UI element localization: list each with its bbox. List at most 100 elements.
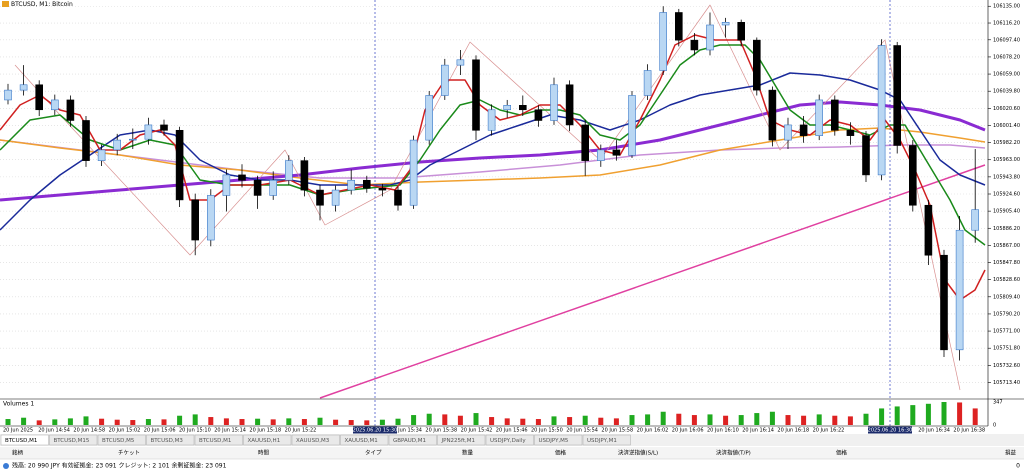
column-header[interactable]: 損益 <box>1005 449 1017 457</box>
chart-tab[interactable] <box>437 434 486 446</box>
chart-tab-label[interactable]: XAUUSD,M1 <box>345 438 378 444</box>
volume-bar <box>52 419 58 425</box>
chart-tab-label[interactable]: GBPAUD,M1 <box>393 438 426 444</box>
separator-label-box <box>353 426 397 434</box>
chart-tab-label[interactable]: BTCUSD,M5 <box>102 438 135 444</box>
column-header[interactable]: 時間 <box>258 449 270 457</box>
volume-bar <box>707 414 713 425</box>
y-tick-label: 105790.20 <box>993 311 1020 317</box>
volume-bar <box>317 417 323 425</box>
candle-body <box>534 109 543 121</box>
candle-body <box>565 84 574 126</box>
volume-bar <box>894 406 900 425</box>
column-header[interactable]: 数量 <box>462 449 474 457</box>
y-tick-label: 105713.40 <box>993 380 1020 386</box>
volume-bar <box>816 414 822 425</box>
chart-tab[interactable] <box>194 434 243 446</box>
x-tick-label: 20 Jun 14:54 <box>38 428 70 434</box>
chart-tab-label[interactable]: USDJPY,M1 <box>587 438 617 444</box>
column-header[interactable]: 価格 <box>836 449 848 457</box>
chart-tab-label[interactable]: BTCUSD,M15 <box>54 438 90 444</box>
chart-tab[interactable] <box>146 434 195 446</box>
volume-bar <box>333 419 339 425</box>
volume-bar <box>489 417 495 425</box>
volume-bar <box>957 402 963 425</box>
candle-body <box>144 124 153 140</box>
y-tick-label: 106135.00 <box>993 4 1020 10</box>
x-tick-label: 20 Jun 15:42 <box>461 428 493 434</box>
volume-bar <box>36 420 42 425</box>
chart-tab[interactable] <box>485 434 534 446</box>
volume-bar <box>645 414 651 425</box>
column-header[interactable]: 銘柄 <box>12 449 24 457</box>
chart-tab-label[interactable]: XAUUSD,M3 <box>296 438 330 444</box>
volume-bar <box>972 408 978 425</box>
x-tick-label: 20 Jun 16:06 <box>672 428 704 434</box>
candle-body <box>331 189 340 206</box>
volume-tick-label: 347 <box>993 400 1003 406</box>
chart-tab[interactable] <box>388 434 437 446</box>
x-tick-label: 20 Jun 16:18 <box>777 428 809 434</box>
x-tick-label: 20 Jun 2025 <box>3 428 33 434</box>
chart-tab[interactable] <box>340 434 389 446</box>
candle-body <box>612 149 621 156</box>
x-tick-label: 20 Jun 15:22 <box>285 428 317 434</box>
volume-bar <box>723 415 729 425</box>
y-tick-label: 105867.00 <box>993 243 1020 249</box>
candle-body <box>160 124 168 131</box>
column-header[interactable]: タイプ <box>365 449 382 457</box>
candle-body <box>113 139 121 151</box>
column-header[interactable]: 価格 <box>555 449 567 457</box>
column-header[interactable]: 決済指値(T/P) <box>716 449 751 457</box>
chart-tab[interactable] <box>49 434 98 446</box>
x-tick-label: 20 Jun 16:38 <box>953 428 985 434</box>
candle-body <box>877 45 886 176</box>
chart-tab-label[interactable]: JPN225ft,M1 <box>441 438 476 444</box>
x-tick-label: 20 Jun 14:58 <box>73 428 105 434</box>
volume-bar <box>769 411 775 425</box>
chart-tab[interactable] <box>0 434 49 446</box>
chart-tab-label[interactable]: USDJPY,M5 <box>539 438 569 444</box>
y-tick-label: 106001.40 <box>993 123 1020 129</box>
ma-line <box>0 100 986 202</box>
y-tick-label: 106097.40 <box>993 37 1020 43</box>
chart-tab[interactable] <box>582 434 631 446</box>
candle-body <box>924 204 933 256</box>
candle-body <box>893 45 902 146</box>
candle-body <box>129 138 137 141</box>
chart-tab-label[interactable]: BTCUSD,M1 <box>199 438 231 444</box>
candle-body <box>316 189 324 206</box>
chart-tab[interactable] <box>243 434 292 446</box>
candle-body <box>394 189 402 206</box>
chart-tab-label[interactable]: BTCUSD,M1 <box>5 438 37 444</box>
volume-bar <box>395 418 401 425</box>
volume-bar <box>223 418 229 425</box>
chart-tab[interactable] <box>291 434 340 446</box>
column-header[interactable]: チケット <box>118 450 140 457</box>
y-tick-label: 105771.00 <box>993 329 1020 335</box>
profit-value: 0 <box>1016 463 1020 470</box>
candle-body <box>815 99 824 136</box>
column-header[interactable]: 決済逆指値(S/L) <box>618 449 658 457</box>
balance-text: 残高: 20 990 JPY 有効証拠金: 23 091 クレジット: 2 10… <box>12 462 227 470</box>
chart-tab-label[interactable]: XAUUSD,H1 <box>248 438 281 444</box>
candle-body <box>830 99 839 131</box>
candle-body <box>19 84 28 91</box>
separator-label: 2025.06.20 15:30 <box>353 428 398 434</box>
candle-body <box>487 109 496 131</box>
x-tick-label: 20 Jun 16:34 <box>918 428 950 434</box>
chart-tab[interactable] <box>97 434 146 446</box>
chart-tab[interactable] <box>534 434 583 446</box>
y-tick-label: 105943.80 <box>993 174 1020 180</box>
chart-tab-label[interactable]: BTCUSD,M3 <box>151 438 184 444</box>
volume-bar <box>99 418 105 425</box>
candle-body <box>362 179 371 189</box>
x-tick-label: 20 Jun 15:34 <box>390 428 422 434</box>
volume-bar <box>676 413 682 425</box>
x-tick-label: 20 Jun 16:22 <box>813 428 845 434</box>
ma-line <box>0 72 986 231</box>
chart-tab-label[interactable]: USDJPY,Daily <box>490 438 526 444</box>
